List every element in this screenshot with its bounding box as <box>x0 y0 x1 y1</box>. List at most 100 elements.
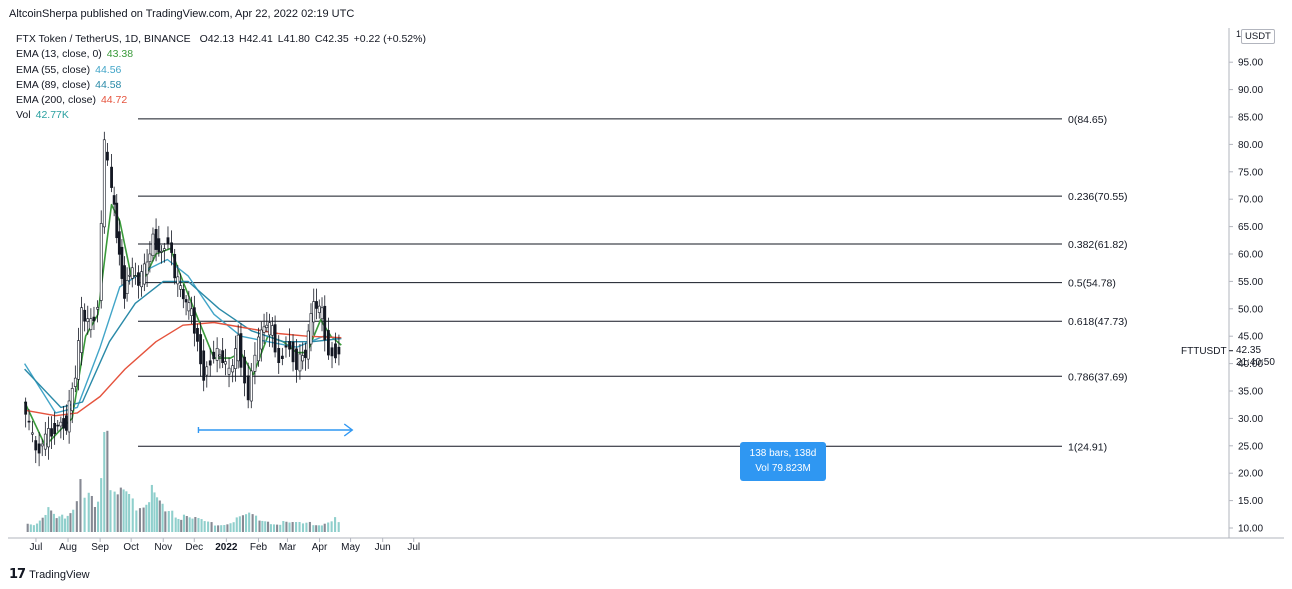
fib-level-label: 0.786(37.69) <box>1068 371 1128 383</box>
y-tick-label: 70.00 <box>1238 195 1263 206</box>
x-tick-label: Apr <box>312 542 328 553</box>
candle-body <box>162 248 166 251</box>
volume-bar <box>226 524 229 532</box>
currency-button[interactable]: USDT <box>1241 29 1275 44</box>
candle-body <box>176 276 180 285</box>
volume-bar <box>106 430 109 532</box>
legend-indicator-label: EMA (200, close) <box>16 94 96 107</box>
legend-symbol: FTX Token / TetherUS, 1D, BINANCE <box>16 33 191 45</box>
volume-bar <box>207 521 210 532</box>
volume-bar <box>327 522 330 532</box>
candle-body <box>309 313 313 345</box>
volume-bar <box>119 487 122 532</box>
legend-indicator-value: 44.72 <box>100 94 128 107</box>
candle-body <box>123 265 126 299</box>
candle-body <box>306 330 310 360</box>
measure-tooltip[interactable]: 138 bars, 138d Vol 79.823M <box>740 442 826 481</box>
candle-body <box>40 443 44 447</box>
volume-bar <box>245 514 248 532</box>
brand-name: TradingView <box>29 568 90 581</box>
y-tick-label: 30.00 <box>1238 414 1263 425</box>
volume-bar <box>38 520 41 532</box>
volume-bar <box>301 523 305 532</box>
y-tick-label: 10.00 <box>1238 524 1263 535</box>
volume-bar <box>213 525 217 532</box>
volume-bar <box>153 492 156 532</box>
candle-body <box>190 308 194 316</box>
legend-indicator-label: Vol <box>16 109 31 122</box>
candle-body <box>337 346 341 355</box>
candle-body <box>262 326 266 333</box>
volume-bar <box>197 518 200 532</box>
bar-countdown: 21:40:50 <box>1236 357 1275 368</box>
candle-body <box>92 316 96 322</box>
volume-bar <box>312 525 315 532</box>
candle-body <box>249 370 253 402</box>
candle-body <box>196 328 199 342</box>
volume-bar <box>203 521 206 532</box>
legend-indicator: EMA (89, close) 44.58 <box>16 78 426 93</box>
volume-bar <box>97 501 100 532</box>
volume-bar <box>55 518 58 532</box>
y-tick-label: 60.00 <box>1238 250 1263 261</box>
volume-bar <box>90 495 93 532</box>
volume-bar <box>282 521 285 532</box>
legend-low: L41.80 <box>277 33 310 45</box>
candle-body <box>128 274 132 277</box>
volume-bar <box>261 520 264 532</box>
legend-indicator: EMA (200, close) 44.72 <box>16 93 426 108</box>
last-price: 42.35 <box>1236 345 1262 356</box>
candle-body <box>83 309 87 322</box>
candle-body <box>89 318 93 331</box>
candle-body <box>227 367 231 375</box>
volume-bar <box>182 514 186 532</box>
volume-bar <box>87 492 90 532</box>
candle-body <box>96 307 99 310</box>
candle-body <box>166 237 170 245</box>
candle-body <box>110 166 113 188</box>
volume-bar <box>35 523 39 532</box>
candle-body <box>218 354 222 357</box>
volume-bar <box>255 515 258 532</box>
candle-body <box>47 428 50 448</box>
fib-level-label: 0.5(54.78) <box>1068 278 1116 290</box>
volume-bar <box>164 511 167 532</box>
volume-bar <box>69 513 72 532</box>
candle-body <box>137 272 140 286</box>
y-tick-label: 45.00 <box>1238 332 1263 343</box>
volume-bar <box>125 491 128 532</box>
candle-body <box>268 322 271 336</box>
candle-body <box>326 330 330 356</box>
legend-indicator: Vol 42.77K <box>16 108 426 123</box>
y-tick-label: 15.00 <box>1238 496 1263 507</box>
candle-body <box>257 336 260 362</box>
volume-bar <box>32 525 35 532</box>
candle-body <box>24 401 28 415</box>
footer-brand[interactable]: 17 TradingView <box>9 567 90 582</box>
candle-body <box>56 424 60 427</box>
x-tick-label: Dec <box>185 542 203 553</box>
axes: 10.00 15.00 20.00 25.00 30.00 35.00 40.00 45.00… <box>8 28 1284 553</box>
volume-bar <box>220 525 223 532</box>
candle-body <box>236 334 240 362</box>
volume-bar <box>232 522 235 532</box>
candle-body <box>99 223 103 301</box>
volume-bar <box>248 512 251 532</box>
volume-bar <box>308 521 311 532</box>
ema-line <box>24 280 342 409</box>
volume-bar <box>135 510 138 532</box>
x-tick-label: Sep <box>91 542 109 553</box>
ema-line <box>24 321 342 417</box>
candle-body <box>295 348 298 370</box>
y-tick-label: 90.00 <box>1238 85 1263 96</box>
candle-body <box>298 353 302 372</box>
x-tick-label: Feb <box>250 542 268 553</box>
candle-body <box>53 423 57 435</box>
legend-open: O42.13 <box>199 33 235 45</box>
volume-bar <box>63 518 66 532</box>
volume-bar <box>194 517 197 532</box>
legend-indicator-value: 43.38 <box>106 48 134 61</box>
candle-body <box>179 285 182 290</box>
candle-body <box>59 421 63 427</box>
